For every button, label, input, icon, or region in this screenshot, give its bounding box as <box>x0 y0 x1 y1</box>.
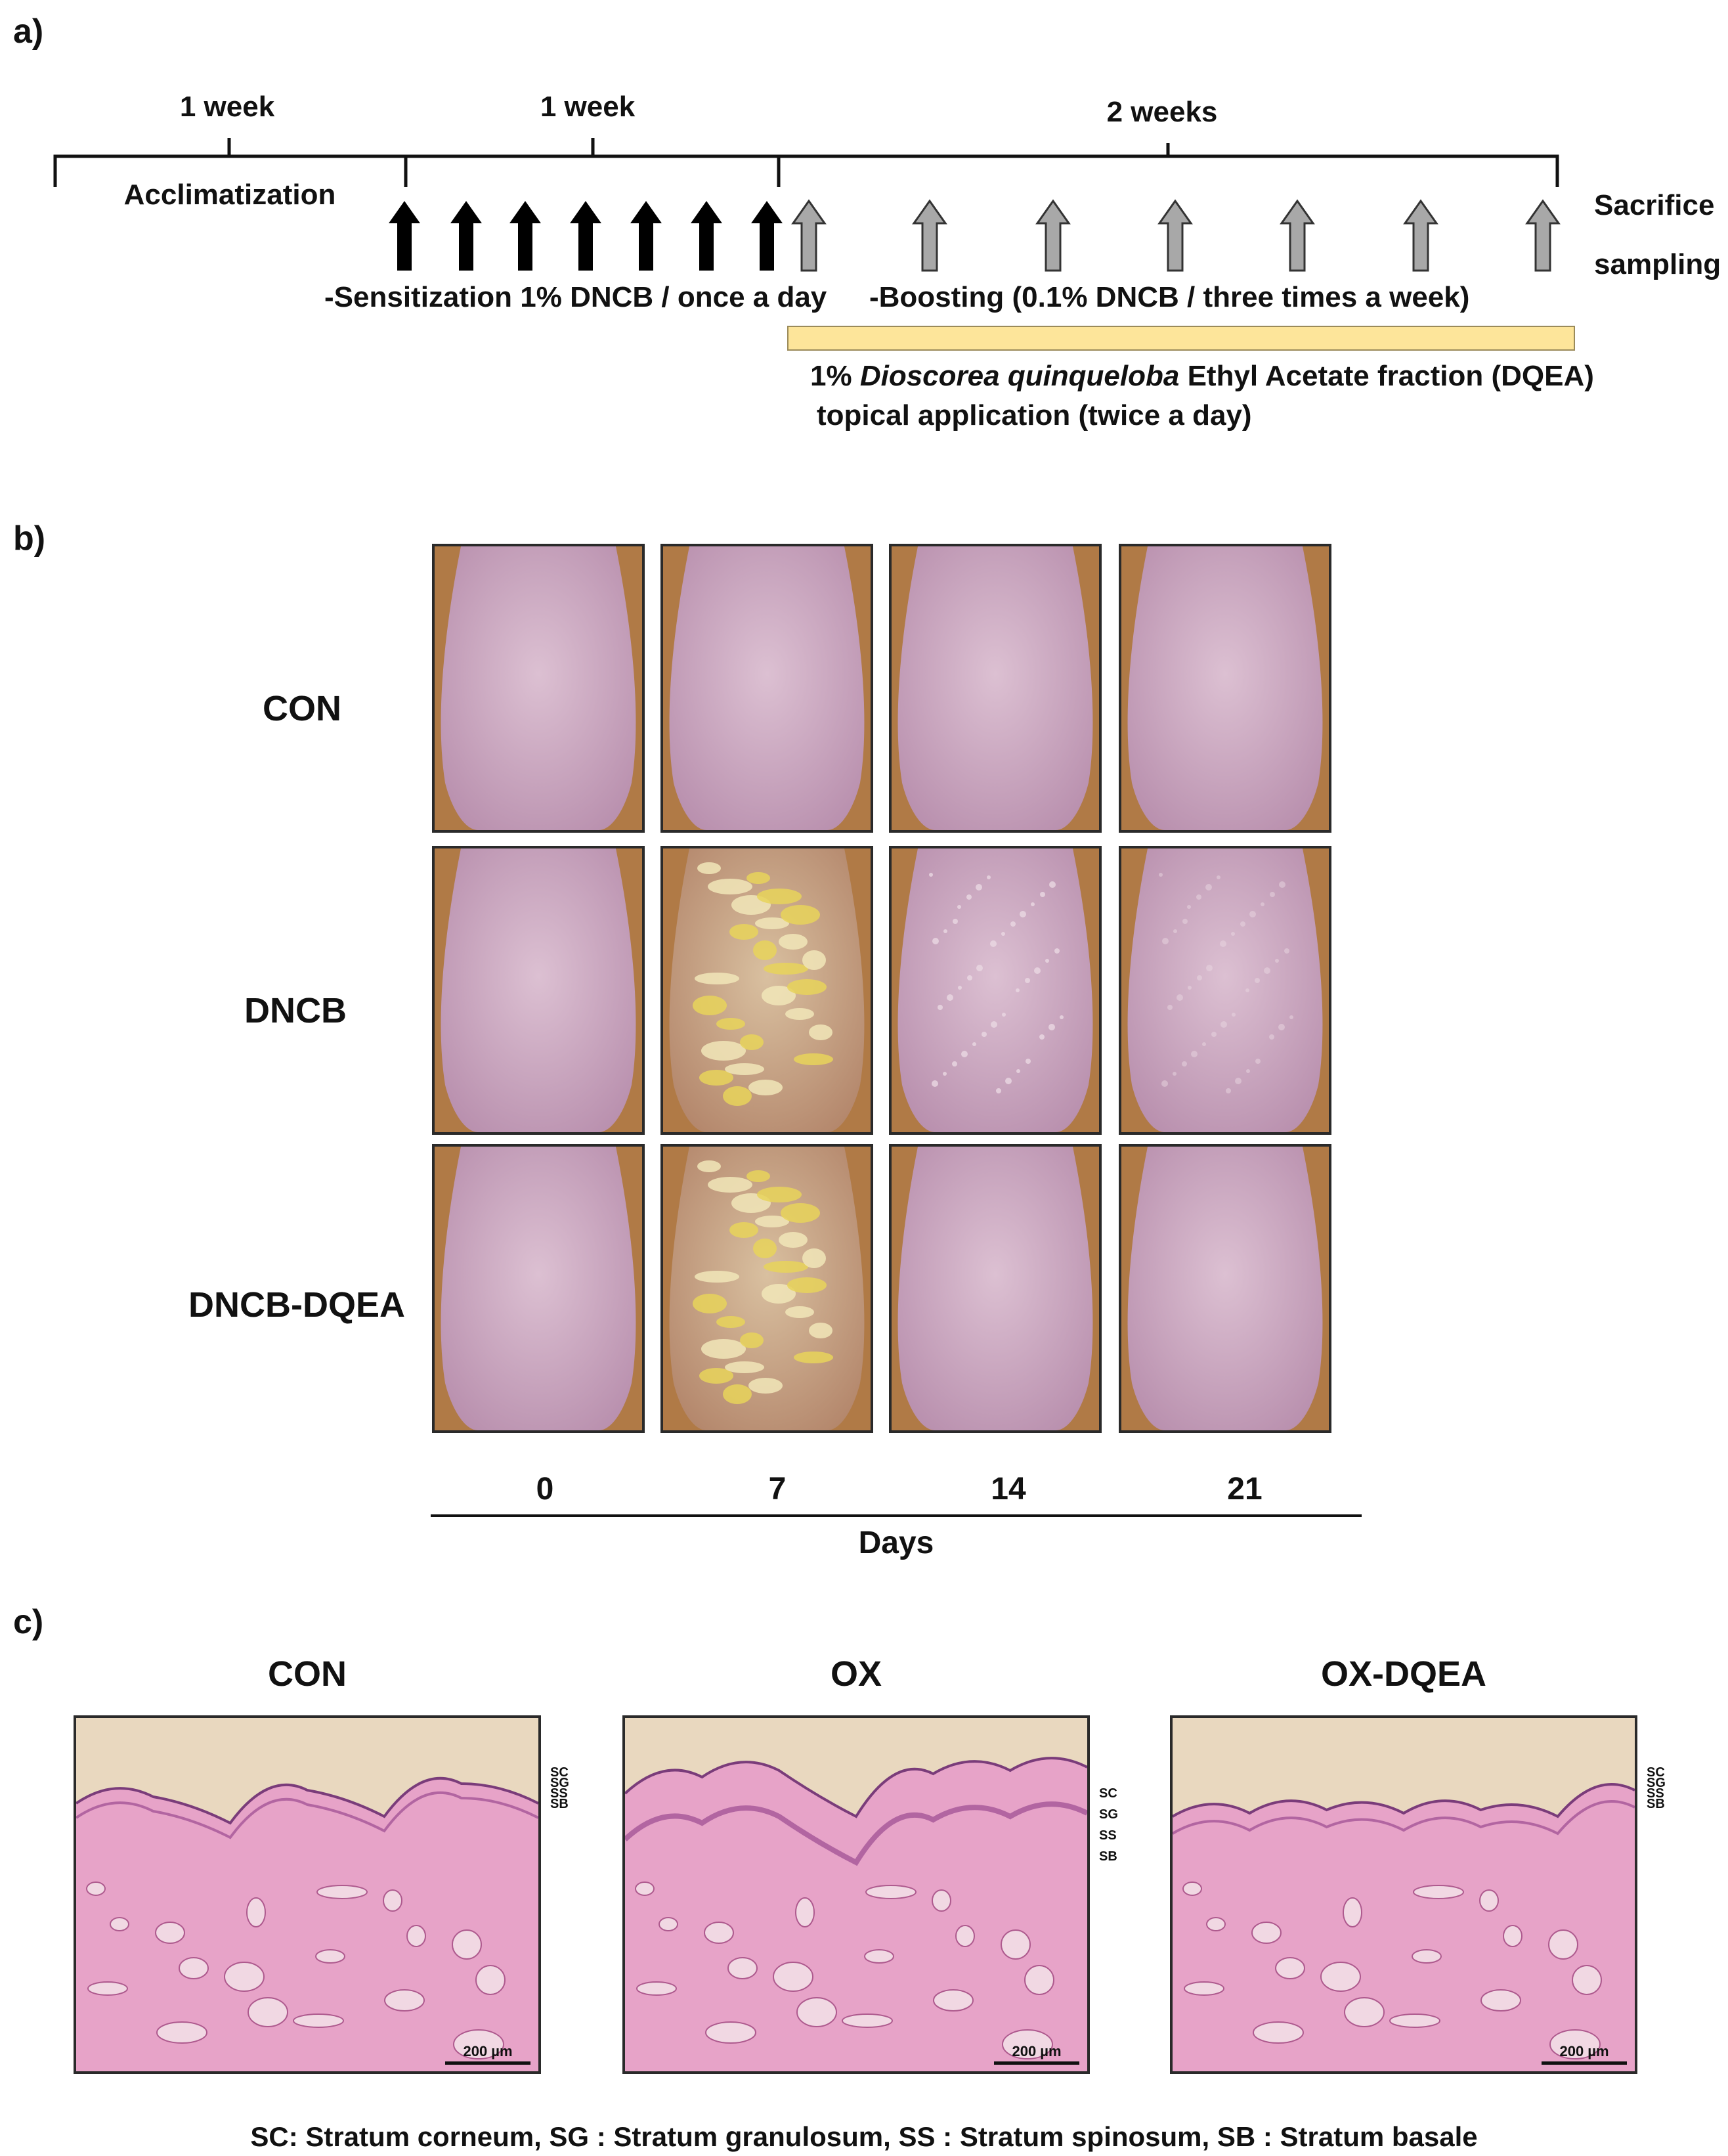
layer-tag-ss-con: SS <box>550 1786 568 1801</box>
photo-con-day7 <box>660 544 873 833</box>
boosting-arrow-3 <box>1035 199 1071 272</box>
period-1-label: 1 week <box>179 91 275 123</box>
boosting-arrows <box>791 199 1561 272</box>
day-label-7: 7 <box>768 1472 787 1507</box>
treatment-suffix: Ethyl Acetate fraction (DQEA) <box>1179 360 1594 392</box>
period-2-label: 1 week <box>540 91 636 123</box>
treatment-species: Dioscorea quinqueloba <box>859 360 1180 392</box>
layer-tag-sb-ox: SB <box>1099 1849 1117 1864</box>
histo-title-ox: OX <box>830 1654 882 1694</box>
sacrifice-label: Sacrifice <box>1594 189 1715 221</box>
sampling-label: sampling <box>1594 248 1721 280</box>
layer-tag-sc-ox: SC <box>1099 1786 1117 1801</box>
layer-tag-sc-ox-dqea: SC <box>1647 1765 1665 1780</box>
photo-dncb-day7 <box>660 846 873 1135</box>
boosting-arrow-2 <box>912 199 947 272</box>
day-label-0: 0 <box>536 1472 554 1507</box>
photo-dncb-dqea-day14 <box>889 1144 1102 1433</box>
row-label-dncb-dqea: DNCB-DQEA <box>188 1285 405 1325</box>
treatment-bar <box>787 326 1575 351</box>
photo-dncb-dqea-day0 <box>432 1144 645 1433</box>
photo-dncb-day14 <box>889 846 1102 1135</box>
boosting-arrow-4 <box>1157 199 1193 272</box>
sensitization-arrow-2 <box>450 201 482 271</box>
photo-con-day14 <box>889 544 1102 833</box>
timeline-brackets <box>53 138 1559 187</box>
layer-tag-sc-con: SC <box>550 1765 569 1780</box>
layer-tag-ss-ox-dqea: SS <box>1647 1786 1664 1801</box>
histo-title-ox-dqea: OX-DQEA <box>1320 1654 1487 1694</box>
scale-bar-label: 200 µm <box>1559 2043 1609 2059</box>
sensitization-arrow-6 <box>691 201 722 271</box>
treatment-line-2: topical application (twice a day) <box>817 399 1252 431</box>
panel-b-label: b) <box>13 519 46 558</box>
bracket-sensitization <box>404 154 781 187</box>
acclimatization-label: Acclimatization <box>123 179 336 211</box>
period-3-label: 2 weeks <box>1106 96 1218 128</box>
treatment-line-1: 1% Dioscorea quinqueloba Ethyl Acetate f… <box>810 360 1594 393</box>
scale-bar-line <box>1542 2061 1627 2065</box>
photo-dncb-day21 <box>1119 846 1331 1135</box>
row-label-dncb: DNCB <box>244 991 347 1030</box>
photo-con-day0 <box>432 544 645 833</box>
sensitization-arrow-7 <box>751 201 783 271</box>
histology-ox: 200 µm <box>622 1715 1090 2074</box>
scale-bar-ox: 200 µm <box>994 2043 1079 2065</box>
treatment-prefix: 1% <box>810 360 860 392</box>
boosting-arrow-5 <box>1280 199 1315 272</box>
histo-title-con: CON <box>268 1654 347 1694</box>
timeline-diagram <box>53 138 1575 351</box>
boosting-arrow-1 <box>791 199 827 272</box>
histology-con: 200 µm <box>74 1715 541 2074</box>
days-axis-label: Days <box>858 1526 934 1560</box>
panel-a-label: a) <box>13 12 44 51</box>
photo-dncb-day0 <box>432 846 645 1135</box>
row-label-con: CON <box>263 689 341 728</box>
sensitization-arrow-5 <box>630 201 662 271</box>
layer-tag-sb-ox-dqea: SB <box>1647 1797 1665 1811</box>
histology-ox-dqea: 200 µm <box>1170 1715 1637 2074</box>
panel-c-label: c) <box>13 1603 44 1641</box>
bracket-boosting <box>777 154 1559 187</box>
scale-bar-con: 200 µm <box>445 2043 530 2065</box>
sensitization-arrows <box>389 201 783 271</box>
layer-tag-sb-con: SB <box>550 1797 569 1811</box>
sensitization-label: -Sensitization 1% DNCB / once a day <box>324 281 827 313</box>
layer-legend: SC: Stratum corneum, SG : Stratum granul… <box>250 2121 1478 2152</box>
layer-tag-ss-ox: SS <box>1099 1828 1117 1843</box>
scale-bar-ox-dqea: 200 µm <box>1542 2043 1627 2065</box>
days-axis-line <box>431 1514 1362 1517</box>
photo-con-day21 <box>1119 544 1331 833</box>
boosting-label: -Boosting (0.1% DNCB / three times a wee… <box>869 281 1470 313</box>
scale-bar-label: 200 µm <box>463 2043 513 2059</box>
boosting-arrow-6 <box>1403 199 1438 272</box>
layer-tag-sg-con: SG <box>550 1776 569 1790</box>
sensitization-arrow-4 <box>570 201 601 271</box>
day-label-14: 14 <box>991 1472 1026 1507</box>
layer-tag-sg-ox: SG <box>1099 1807 1118 1822</box>
scale-bar-line <box>994 2061 1079 2065</box>
scale-bar-label: 200 µm <box>1012 2043 1062 2059</box>
sensitization-arrow-3 <box>509 201 541 271</box>
boosting-arrow-7 <box>1525 199 1561 272</box>
photo-dncb-dqea-day7 <box>660 1144 873 1433</box>
layer-tag-sg-ox-dqea: SG <box>1647 1776 1666 1790</box>
photo-dncb-dqea-day21 <box>1119 1144 1331 1433</box>
scale-bar-line <box>445 2061 530 2065</box>
day-label-21: 21 <box>1227 1472 1263 1507</box>
sensitization-arrow-1 <box>389 201 420 271</box>
